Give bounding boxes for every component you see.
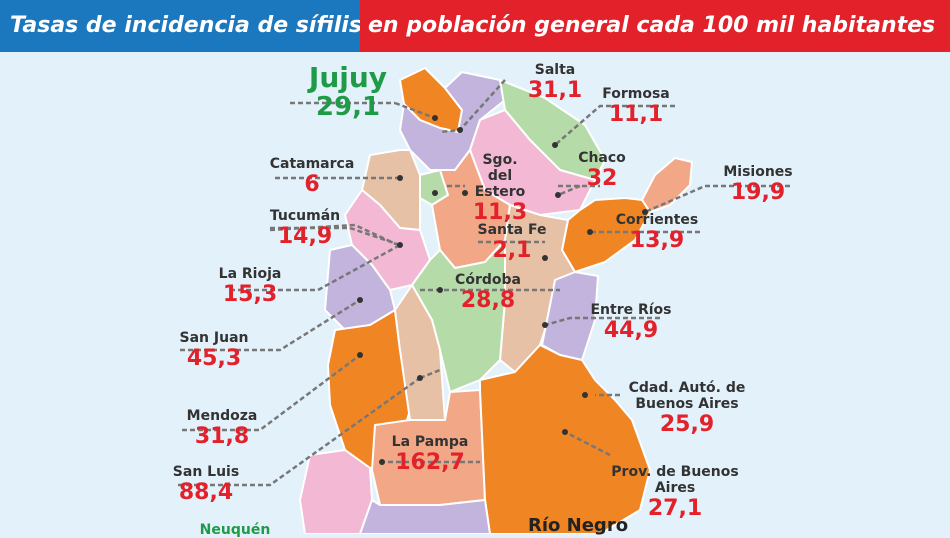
label-rio-negro: Río Negro	[528, 515, 629, 536]
label-neuquen: Neuquén	[190, 522, 280, 538]
label-la-rioja: La Rioja 15,3	[210, 266, 290, 308]
province-value: 11,3	[472, 200, 528, 225]
province-value: 162,7	[395, 450, 465, 475]
label-mendoza: Mendoza 31,8	[180, 408, 264, 450]
province-value: 14,9	[277, 224, 333, 249]
province-value: 31,1	[527, 78, 583, 103]
province-name: Santa Fe	[477, 222, 547, 238]
province-value: 13,9	[629, 228, 685, 253]
province-name: Cdad. Autó. de Buenos Aires	[628, 380, 746, 412]
province-name: San Juan	[179, 330, 249, 346]
label-jujuy: Jujuy 29,1	[298, 61, 398, 122]
province-value: 6	[304, 172, 320, 197]
province-value: 31,8	[194, 424, 250, 449]
label-sgo-estero: Sgo. del Estero 11,3	[468, 152, 532, 226]
province-name: Formosa	[602, 86, 670, 102]
province-name: San Luis	[172, 464, 240, 480]
province-misiones	[641, 157, 693, 213]
label-tucuman: Tucumán 14,9	[264, 208, 346, 250]
label-misiones: Misiones 19,9	[712, 164, 804, 206]
label-san-juan: San Juan 45,3	[172, 330, 256, 372]
province-value: 27,1	[647, 496, 703, 521]
title-left: Tasas de incidencia de sífilis	[0, 0, 362, 52]
label-catamarca: Catamarca 6	[264, 156, 360, 198]
label-salta: Salta 31,1	[520, 62, 590, 104]
province-value: 11,1	[608, 102, 664, 127]
province-name: Salta	[534, 62, 576, 78]
province-value: 25,9	[659, 412, 715, 437]
label-pba: Prov. de Buenos Aires 27,1	[610, 464, 740, 522]
label-chaco: Chaco 32	[570, 150, 634, 192]
province-san-luis	[394, 284, 446, 421]
province-name: Misiones	[723, 164, 793, 180]
province-rio-negro	[359, 499, 491, 534]
label-caba: Cdad. Autó. de Buenos Aires 25,9	[622, 380, 752, 438]
label-san-luis: San Luis 88,4	[168, 464, 244, 506]
label-formosa: Formosa 11,1	[596, 86, 676, 128]
province-value: 19,9	[730, 180, 786, 205]
province-value: 29,1	[315, 92, 381, 122]
label-santa-fe: Santa Fe 2,1	[472, 222, 552, 264]
province-name: Mendoza	[186, 408, 258, 424]
province-name: Corrientes	[615, 212, 699, 228]
province-value: 32	[586, 166, 618, 191]
province-name: Neuquén	[199, 522, 271, 538]
province-neuquen	[299, 449, 373, 534]
province-name: Río Negro	[528, 515, 629, 536]
province-name: La Pampa	[391, 434, 469, 450]
argentina-map	[178, 67, 790, 534]
label-cordoba: Córdoba 28,8	[448, 272, 528, 314]
province-value: 44,9	[603, 318, 659, 343]
label-entre-rios: Entre Ríos 44,9	[586, 302, 676, 344]
province-value: 45,3	[186, 346, 242, 371]
province-value: 28,8	[460, 288, 516, 313]
province-value: 2,1	[492, 238, 532, 263]
province-value: 15,3	[222, 282, 278, 307]
province-name: Entre Ríos	[590, 302, 672, 318]
province-value: 88,4	[178, 480, 234, 505]
title-bar: Tasas de incidencia de sífilis en poblac…	[0, 0, 950, 52]
province-name: Catamarca	[269, 156, 355, 172]
province-name: Chaco	[578, 150, 626, 166]
province-name: Prov. de Buenos Aires	[611, 464, 739, 496]
province-name: Córdoba	[455, 272, 521, 288]
label-corrientes: Corrientes 13,9	[612, 212, 702, 254]
title-right: en población general cada 100 mil habita…	[360, 0, 950, 52]
label-la-pampa: La Pampa 162,7	[382, 434, 478, 476]
province-name: Tucumán	[269, 208, 341, 224]
province-name: La Rioja	[218, 266, 282, 282]
province-name: Sgo. del Estero	[474, 152, 526, 200]
province-name: Jujuy	[308, 61, 388, 94]
